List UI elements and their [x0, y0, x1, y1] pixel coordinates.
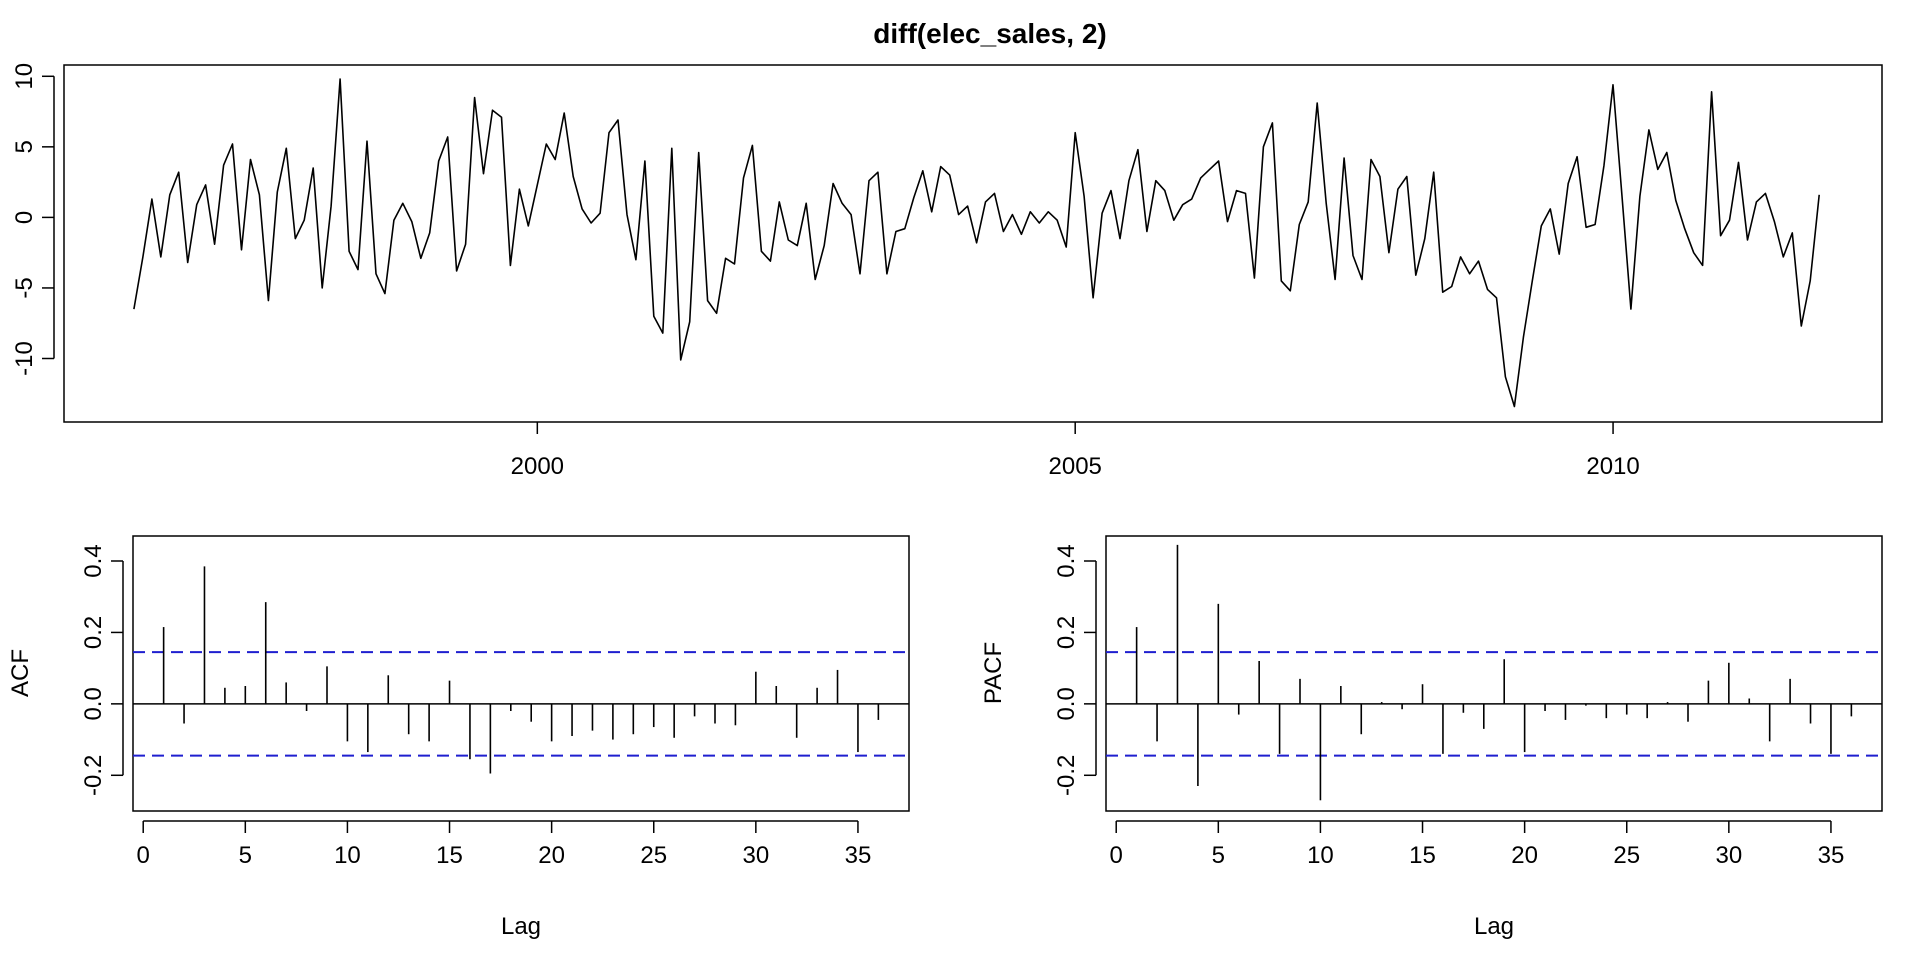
- acf-confidence-bounds: [133, 651, 909, 757]
- x-tick-label: 20: [538, 842, 565, 869]
- x-tick-label: 30: [742, 842, 769, 869]
- y-tick-label: -10: [11, 341, 38, 376]
- x-tick-label: 35: [845, 842, 872, 869]
- acf-panel: ACF Lag -0.2 0.0 0.2 0.4 0 5 10 15 20 25 30 35: [7, 535, 910, 940]
- acf-frame: [132, 535, 910, 812]
- time-series-line: [133, 78, 1820, 408]
- x-tick-label: 35: [1818, 842, 1845, 869]
- y-tick-label: 0: [11, 211, 38, 224]
- pacf-x-axis: 0 5 10 15 20 25 30 35: [1110, 820, 1845, 869]
- x-tick-label: 15: [1409, 842, 1436, 869]
- y-tick-label: -5: [11, 277, 38, 298]
- pacf-confidence-bounds: [1106, 651, 1882, 757]
- pacf-y-label: PACF: [980, 642, 1007, 704]
- y-tick-label: 10: [11, 63, 38, 90]
- x-tick-label: 10: [1307, 842, 1334, 869]
- y-tick-label: -0.2: [80, 755, 107, 796]
- x-tick-label: 2000: [511, 453, 564, 480]
- y-tick-label: -0.2: [1053, 755, 1080, 796]
- series-line: [133, 78, 1820, 408]
- pacf-frame: [1105, 535, 1883, 812]
- x-tick-label: 5: [239, 842, 252, 869]
- time-series-y-axis: -10 -5 0 5 10: [11, 63, 55, 376]
- chart-title: diff(elec_sales, 2): [873, 18, 1106, 49]
- x-tick-label: 5: [1212, 842, 1225, 869]
- x-tick-label: 10: [334, 842, 361, 869]
- y-tick-label: 0.0: [80, 687, 107, 720]
- y-tick-label: 0.2: [80, 616, 107, 649]
- y-tick-label: 0.2: [1053, 616, 1080, 649]
- y-tick-label: 0.4: [80, 544, 107, 577]
- pacf-x-label: Lag: [1474, 913, 1514, 940]
- time-series-frame: [63, 64, 1883, 423]
- x-tick-label: 15: [436, 842, 463, 869]
- time-series-x-axis: 2000 2005 2010: [511, 422, 1640, 480]
- x-tick-label: 30: [1715, 842, 1742, 869]
- y-tick-label: 0.4: [1053, 544, 1080, 577]
- x-tick-label: 25: [640, 842, 667, 869]
- acf-y-label: ACF: [7, 649, 34, 697]
- y-tick-label: 0.0: [1053, 687, 1080, 720]
- x-tick-label: 25: [1613, 842, 1640, 869]
- y-tick-label: 5: [11, 140, 38, 153]
- x-tick-label: 20: [1511, 842, 1538, 869]
- x-tick-label: 2005: [1049, 453, 1102, 480]
- x-tick-label: 0: [137, 842, 150, 869]
- pacf-panel: PACF Lag -0.2 0.0 0.2 0.4 0 5 10 15 20 25 30 35: [980, 535, 1883, 940]
- acf-x-axis: 0 5 10 15 20 25 30 35: [137, 820, 872, 869]
- x-tick-label: 2010: [1586, 453, 1639, 480]
- acf-x-label: Lag: [501, 913, 541, 940]
- pacf-bars: [1135, 544, 1853, 801]
- acf-y-axis: -0.2 0.0 0.2 0.4: [80, 544, 124, 796]
- pacf-y-axis: -0.2 0.0 0.2 0.4: [1053, 544, 1097, 796]
- acf-bars: [162, 566, 880, 774]
- x-tick-label: 0: [1110, 842, 1123, 869]
